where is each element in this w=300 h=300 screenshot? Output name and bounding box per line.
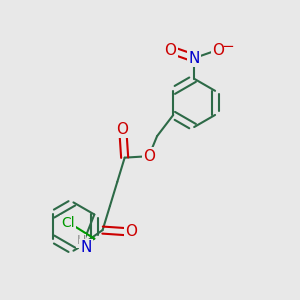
Text: N: N (80, 240, 92, 255)
Text: O: O (164, 43, 176, 58)
Text: O: O (125, 224, 137, 239)
Text: O: O (143, 149, 155, 164)
Text: N: N (188, 51, 200, 66)
Text: O: O (116, 122, 128, 136)
Text: Cl: Cl (61, 216, 75, 230)
Text: O: O (213, 43, 225, 58)
Text: H: H (76, 234, 86, 247)
Text: −: − (221, 39, 234, 54)
